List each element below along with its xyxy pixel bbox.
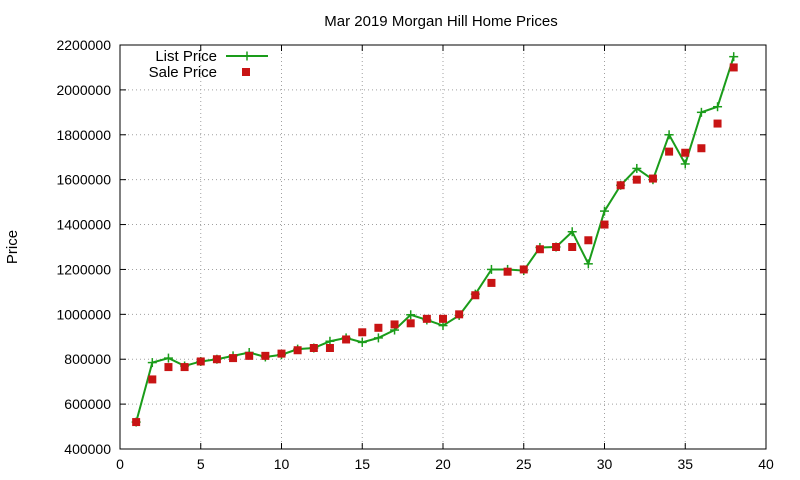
sale-price-point (519, 265, 528, 274)
sale-price-point (325, 344, 334, 352)
sale-price-point (374, 323, 383, 332)
sale-price-point (422, 314, 431, 323)
list-price-point (600, 206, 609, 216)
legend-label: List Price (155, 48, 217, 65)
chart-title: Mar 2019 Morgan Hill Home Prices (324, 13, 557, 30)
list-price-point (696, 107, 706, 117)
list-price-point (567, 227, 577, 237)
legend-label: Sale Price (149, 64, 217, 81)
sale-price-point (439, 314, 447, 323)
list-price-point (664, 130, 674, 140)
sale-price-point (309, 344, 318, 352)
sale-price-point (503, 267, 512, 276)
x-tick-label: 40 (758, 456, 774, 472)
y-tick-label: 1000000 (56, 306, 111, 322)
list-price-point (486, 264, 496, 274)
sale-price-point (293, 346, 302, 355)
sale-price-point (471, 291, 480, 300)
x-tick-label: 0 (116, 456, 124, 472)
sale-price-point (148, 375, 157, 384)
list-price-line (135, 56, 735, 423)
y-tick-label: 2000000 (56, 82, 111, 98)
x-tick-label: 15 (354, 456, 370, 472)
sale-price-point (648, 174, 657, 183)
sale-price-point (164, 363, 173, 372)
y-axis-label: Price (4, 230, 21, 264)
list-price-point (163, 353, 173, 363)
series-sale-price (132, 63, 738, 427)
y-tick-label: 800000 (64, 351, 111, 367)
list-price-point (713, 102, 723, 112)
series-list-price (131, 52, 739, 427)
axis-ticks: 0 5 10 15 20 25 30 35 40 400000 600000 800000 100000… (56, 37, 774, 472)
x-tick-label: 20 (435, 456, 451, 472)
y-tick-label: 1600000 (56, 172, 111, 188)
legend-square-sample (242, 68, 250, 76)
y-tick-label: 400000 (64, 441, 111, 457)
x-tick-label: 30 (597, 456, 613, 472)
series-layer (131, 52, 739, 427)
list-price-point (680, 159, 690, 169)
sale-price-point (229, 354, 238, 363)
sale-price-point (342, 335, 351, 344)
x-tick-label: 25 (516, 456, 532, 472)
sale-price-point (180, 363, 189, 372)
sale-price-point (713, 119, 722, 128)
list-price-point (729, 52, 739, 62)
x-tick-label: 5 (197, 456, 205, 472)
x-tick-label: 10 (274, 456, 290, 472)
list-price-point (406, 310, 416, 320)
sale-price-point (277, 349, 286, 358)
sale-price-point (632, 175, 641, 184)
sale-price-point (455, 310, 464, 319)
sale-price-point (261, 351, 270, 360)
x-tick-label: 35 (677, 456, 693, 472)
sale-price-point (390, 320, 399, 329)
list-price-point (583, 259, 593, 269)
sale-price-point (697, 144, 706, 153)
sale-price-point (729, 63, 738, 72)
grid (120, 45, 766, 449)
y-tick-label: 2200000 (56, 37, 111, 53)
sale-price-point (487, 278, 496, 287)
y-tick-label: 1800000 (56, 127, 111, 143)
y-tick-label: 1200000 (56, 261, 111, 277)
list-price-point (373, 333, 383, 343)
sale-price-point (132, 418, 141, 427)
sale-price-point (568, 243, 577, 251)
sale-price-point (245, 351, 254, 360)
sale-price-point (358, 328, 367, 337)
sale-price-point (406, 319, 415, 328)
sale-price-point (584, 236, 593, 245)
sale-price-point (196, 357, 205, 366)
plot-frame (119, 44, 767, 450)
sale-price-point (616, 181, 625, 190)
sale-price-point (600, 220, 609, 229)
y-tick-label: 600000 (64, 396, 111, 412)
y-tick-label: 1400000 (56, 217, 111, 233)
sale-price-point (212, 355, 221, 364)
list-price-point (632, 163, 642, 173)
sale-price-point (552, 243, 561, 251)
list-price-point (357, 337, 367, 347)
list-price-point (147, 358, 157, 368)
sale-price-point (665, 147, 674, 156)
sale-price-point (681, 148, 690, 157)
sale-price-point (535, 245, 544, 254)
